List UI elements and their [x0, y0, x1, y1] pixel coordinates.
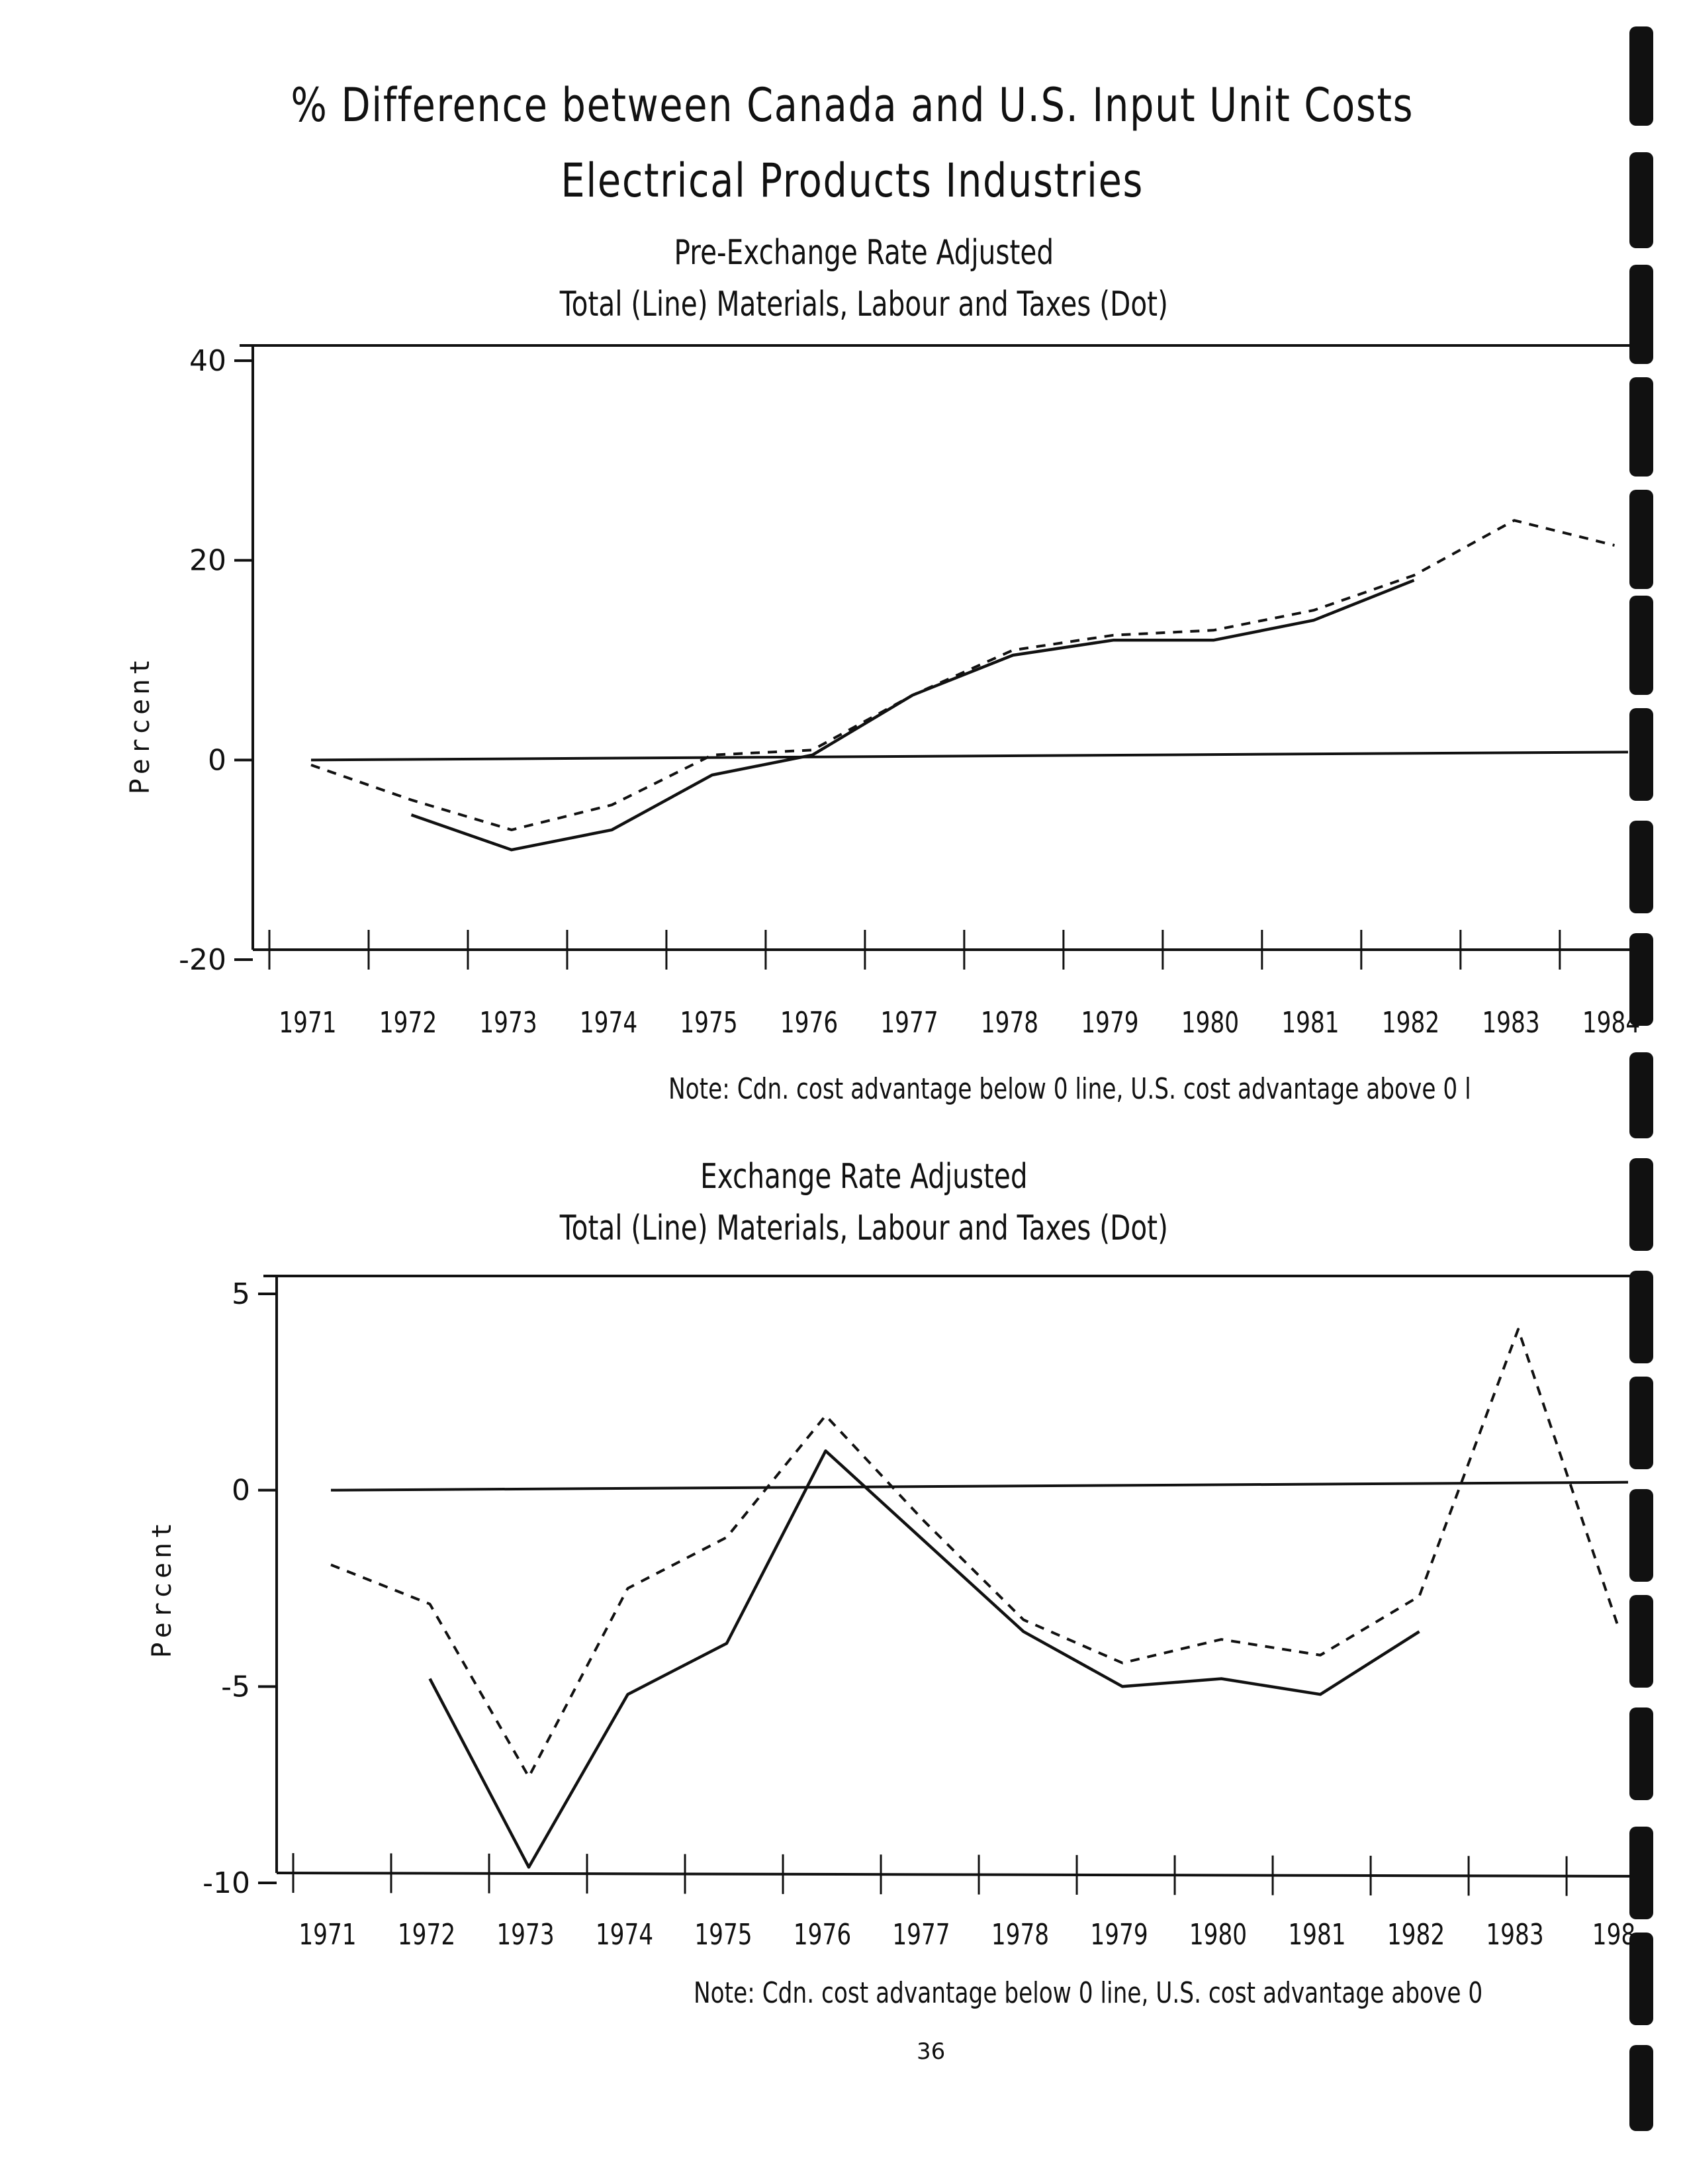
- y-tick-label: 0: [208, 743, 226, 777]
- binder-edge-marks: [1629, 26, 1653, 2131]
- binder-mark: [1629, 1707, 1653, 1800]
- chart2-note: Note: Cdn. cost advantage below 0 line, …: [694, 1976, 1483, 2010]
- y-axis-label: Percent: [125, 655, 156, 795]
- chart-pre-exchange: -20 0 20 40 1971 1972 1973 1974 1975 1976 1977 1978…: [125, 344, 1648, 1040]
- x-tick-label: 1975: [680, 1006, 737, 1040]
- x-tick-label: 1975: [694, 1918, 752, 1952]
- y-tick-label: 5: [232, 1277, 250, 1311]
- binder-mark: [1629, 152, 1653, 248]
- x-tick-label: 1971: [279, 1006, 336, 1040]
- binder-mark: [1629, 2045, 1653, 2131]
- y-axis-label: Percent: [147, 1519, 177, 1659]
- x-tick-label: 1981: [1288, 1918, 1345, 1952]
- x-tick-label: 198: [1592, 1918, 1635, 1952]
- binder-mark: [1629, 1827, 1653, 1919]
- binder-mark: [1629, 1377, 1653, 1469]
- y-tick-label: 20: [189, 544, 226, 578]
- x-tick-label: 1983: [1482, 1006, 1539, 1040]
- main-subtitle: Electrical Products Industries: [561, 154, 1144, 208]
- binder-mark: [1629, 26, 1653, 126]
- y-tick-label: -5: [221, 1670, 250, 1704]
- x-tick-label: 1977: [892, 1918, 950, 1952]
- y-tick-label: 40: [189, 344, 226, 378]
- x-tick-label: 1978: [991, 1918, 1049, 1952]
- binder-mark: [1629, 1933, 1653, 2025]
- x-tick-label: 1977: [880, 1006, 938, 1040]
- series-materials-labour-taxes-line: [330, 1328, 1619, 1778]
- series-materials-labour-taxes-line: [310, 519, 1615, 831]
- y-tick-label: -20: [179, 943, 226, 977]
- binder-mark: [1629, 1052, 1653, 1138]
- x-tick-label: 1973: [479, 1006, 537, 1040]
- zero-reference-line: [330, 1480, 1629, 1492]
- binder-mark: [1629, 1158, 1653, 1251]
- x-tick-label: 1971: [298, 1918, 356, 1952]
- x-tick-label: 1972: [398, 1918, 455, 1952]
- binder-mark: [1629, 821, 1653, 913]
- x-tick-label: 1979: [1090, 1918, 1148, 1952]
- chart-exchange-adjusted: -10 -5 0 5 1971 1972 1973 1974 1975 1976 1977 1978 1…: [147, 1275, 1649, 1952]
- chart1-note: Note: Cdn. cost advantage below 0 line, …: [668, 1072, 1471, 1106]
- x-tick-label: 1980: [1181, 1006, 1239, 1040]
- binder-mark: [1629, 1271, 1653, 1363]
- binder-mark: [1629, 490, 1653, 589]
- chart2-legend-caption: Total (Line) Materials, Labour and Taxes…: [559, 1208, 1168, 1248]
- x-tick-label: 1983: [1486, 1918, 1543, 1952]
- binder-mark: [1629, 596, 1653, 695]
- x-tick-label: 1981: [1281, 1006, 1339, 1040]
- main-title: % Difference between Canada and U.S. Inp…: [291, 78, 1414, 132]
- x-tick-label: 1980: [1189, 1918, 1247, 1952]
- binder-mark: [1629, 377, 1653, 477]
- binder-mark: [1629, 1595, 1653, 1688]
- x-tick-label: 1982: [1387, 1918, 1445, 1952]
- chart2-title: Exchange Rate Adjusted: [700, 1157, 1028, 1197]
- x-tick-label: 1973: [496, 1918, 554, 1952]
- binder-mark: [1629, 708, 1653, 801]
- x-tick-label: 1974: [580, 1006, 637, 1040]
- x-tick-label: 1976: [780, 1006, 838, 1040]
- x-tick-label: 1976: [794, 1918, 851, 1952]
- y-tick-label: 0: [232, 1474, 250, 1508]
- binder-mark: [1629, 933, 1653, 1026]
- x-axis: [276, 1872, 1649, 1878]
- zero-reference-line: [310, 751, 1629, 762]
- x-tick-label: 1979: [1081, 1006, 1138, 1040]
- x-tick-label: 1978: [981, 1006, 1038, 1040]
- series-total-line: [428, 1449, 1420, 1869]
- chart1-legend-caption: Total (Line) Materials, Labour and Taxes…: [559, 285, 1168, 324]
- binder-mark: [1629, 1489, 1653, 1582]
- binder-mark: [1629, 265, 1653, 364]
- x-tick-label: 1974: [596, 1918, 653, 1952]
- x-tick-label: 1982: [1382, 1006, 1439, 1040]
- y-tick-label: -10: [203, 1866, 250, 1900]
- x-tick-label: 1972: [379, 1006, 437, 1040]
- page-number: 36: [917, 2038, 946, 2065]
- chart1-title: Pre-Exchange Rate Adjusted: [674, 233, 1054, 273]
